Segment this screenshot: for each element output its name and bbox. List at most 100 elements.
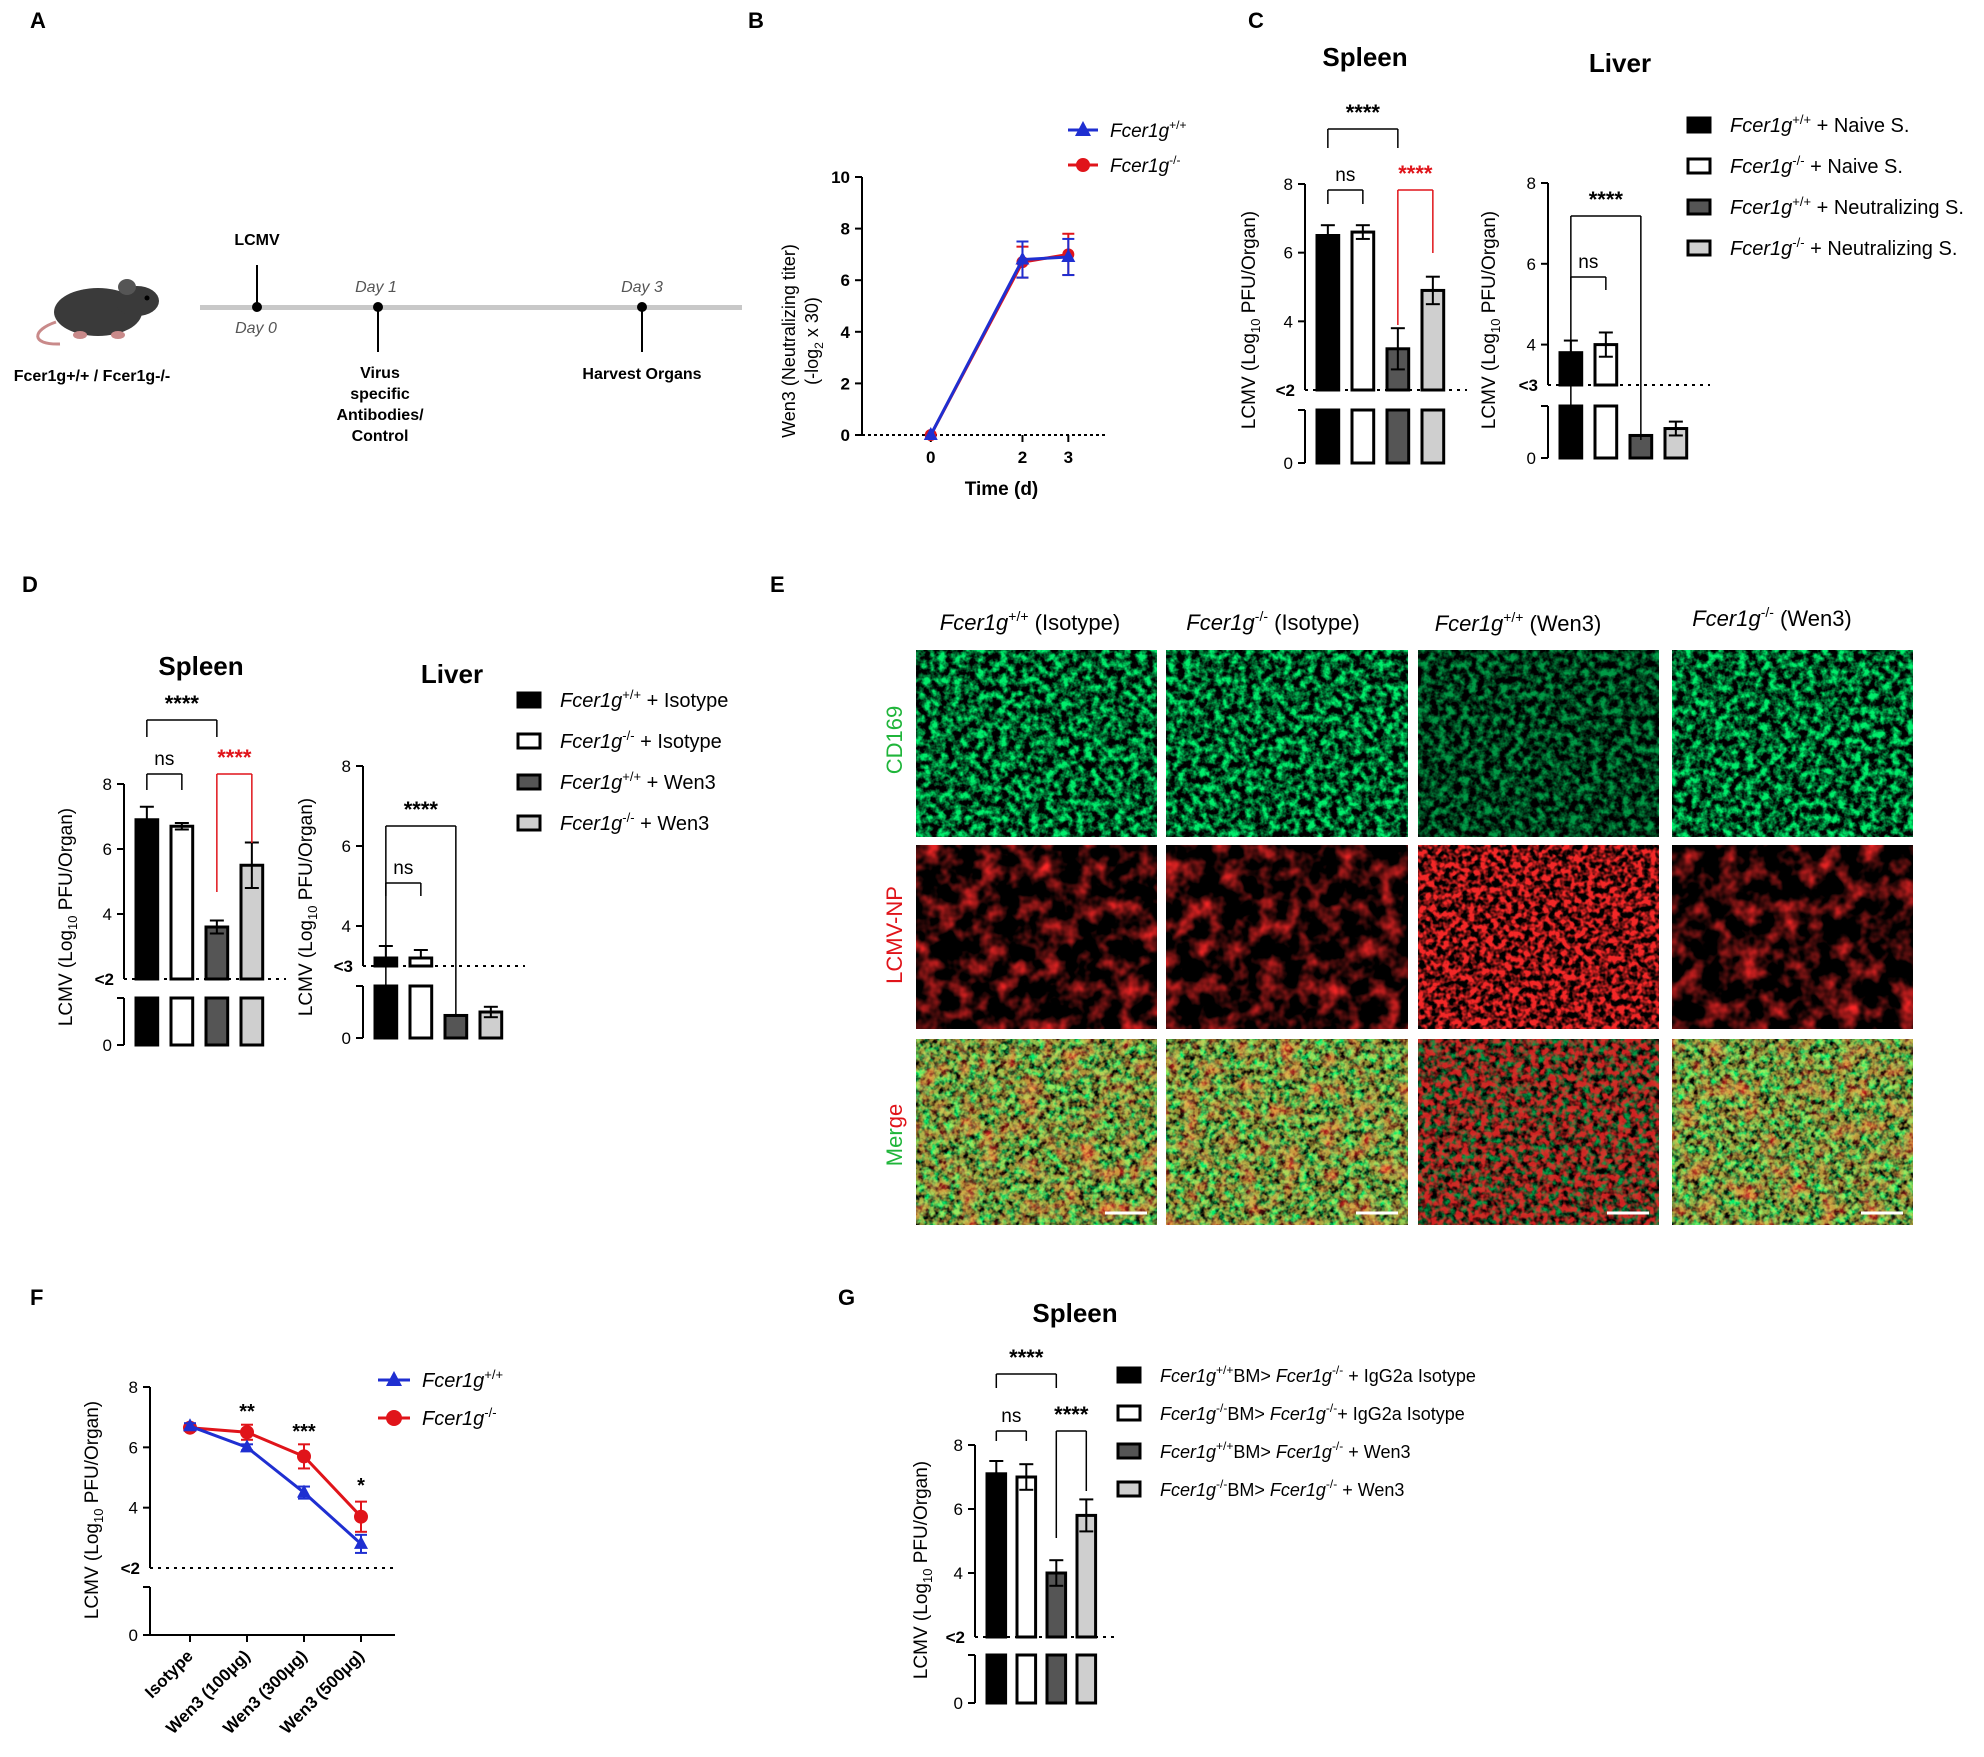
data-point	[240, 1439, 254, 1453]
legend-swatch	[516, 773, 542, 791]
red-channel	[1672, 845, 1913, 1029]
bar	[1075, 1513, 1098, 1639]
bar	[1420, 288, 1446, 392]
row-label-cd169: CD169	[882, 706, 907, 774]
legend-label: Fcer1g-/- + Naive S.	[1730, 153, 1903, 178]
y-axis-title: LCMV (Log10 PFU/Organ)	[82, 1401, 106, 1619]
y-tick-label: 4	[1284, 312, 1293, 331]
bar-lower	[239, 996, 265, 1047]
significance-label: ns	[1335, 165, 1355, 186]
significance-label: *	[357, 1475, 365, 1497]
y-tick-label: 8	[1527, 174, 1536, 193]
data-point	[923, 427, 938, 440]
day3-label: Day 3	[621, 279, 663, 296]
y-tick-label: 0	[103, 1036, 112, 1055]
y-tick-label: 6	[841, 271, 850, 290]
chart-title: Spleen	[1032, 1298, 1117, 1328]
bar-lower	[169, 996, 195, 1047]
y-tick-label: 4	[954, 1564, 963, 1583]
threshold-label: <3	[1519, 376, 1538, 395]
bar-lower	[1593, 404, 1619, 460]
lcmv-label: LCMV	[234, 232, 280, 249]
series-line	[189, 1424, 363, 1545]
threshold-label: <3	[334, 957, 353, 976]
subplot-title: Liver	[421, 659, 483, 689]
legend-swatch	[1116, 1366, 1142, 1384]
significance-label: ns	[393, 858, 413, 879]
legend-label: Fcer1g-/-	[422, 1405, 497, 1430]
bar-lower	[1350, 408, 1376, 465]
antibody-label-3: Antibodies/	[336, 407, 424, 424]
bar-lower	[134, 996, 160, 1047]
chart-b: 0 2 4 6 8 10 0 2 3 Time (d) Wen3 (Neutralizing tit…	[779, 118, 1187, 500]
data-point	[354, 1535, 368, 1549]
y-tick-label: 4	[841, 323, 851, 342]
y-tick-label: 0	[954, 1694, 963, 1713]
col-header-2: Fcer1g-/- (Isotype)	[1186, 608, 1359, 635]
panel-label-e: E	[770, 572, 785, 597]
y-axis-title: (-log2 x 30)	[802, 297, 826, 385]
bar	[169, 824, 195, 981]
chart-d: Spleen Liver 4 6 8 0 <2 ns **** **** 4 6 8 0 <3 ns **** L…	[56, 651, 728, 1055]
legend-label: Fcer1g+/+ + Wen3	[560, 769, 716, 794]
significance-label: ns	[154, 749, 174, 770]
yellow-overlap	[1672, 1039, 1913, 1225]
bar	[408, 956, 434, 968]
y-tick-label: 8	[1284, 175, 1293, 194]
legend-label: Fcer1g-/- + Isotype	[560, 728, 722, 753]
y-axis-title: LCMV (Log10 PFU/Organ)	[911, 1461, 935, 1679]
data-point	[297, 1484, 311, 1498]
series-line	[929, 252, 1069, 436]
row-label-merge: Merge	[882, 1104, 907, 1166]
red-channel	[1418, 845, 1659, 1029]
legend-marker	[1075, 121, 1091, 136]
y-tick-label: 0	[1527, 449, 1536, 468]
legend-swatch	[1116, 1442, 1142, 1460]
day1-label: Day 1	[355, 279, 397, 296]
mouse-icon	[36, 279, 159, 346]
bar	[1315, 234, 1341, 392]
y-tick-label: 4	[103, 905, 112, 924]
legend-label: Fcer1g-/-	[1110, 153, 1180, 177]
chart-c: Spleen Liver 4 6 8 0 <2 ns **** **** 4 6 8 0 <3 ns **** L…	[1239, 42, 1964, 473]
legend-marker	[386, 1410, 402, 1426]
y-tick-label: 0	[129, 1626, 138, 1645]
significance-label: ****	[1054, 1402, 1089, 1427]
x-tick-label: Isotype	[141, 1646, 197, 1702]
y-tick-label: 8	[103, 775, 112, 794]
series-line	[189, 1426, 363, 1518]
panel-label-g: G	[838, 1285, 856, 1310]
y-axis-title: Wen3 (Neutralizing titer)	[779, 244, 799, 438]
significance-label: **	[239, 1401, 255, 1423]
y-tick-label: 4	[1527, 336, 1536, 355]
genotype-label: Fcer1g+/+ / Fcer1g-/-	[14, 368, 171, 385]
legend-label: Fcer1g-/-BM> Fcer1g-/- + Wen3	[1160, 1477, 1404, 1500]
data-point	[240, 1425, 254, 1440]
green-channel	[1418, 650, 1659, 837]
legend-swatch	[1686, 157, 1712, 175]
legend-label: Fcer1g+/+	[1110, 118, 1187, 142]
red-channel	[1418, 1039, 1659, 1225]
legend-label: Fcer1g-/- + Wen3	[560, 810, 709, 835]
bar	[1015, 1475, 1038, 1639]
series-line	[929, 255, 1069, 436]
y-tick-label: 0	[342, 1029, 351, 1048]
y-tick-label: 2	[841, 374, 850, 393]
panel-e-microscopy: Fcer1g+/+ (Isotype) Fcer1g-/- (Isotype) …	[882, 604, 1913, 1225]
y-tick-label: 0	[1284, 454, 1293, 473]
bar	[134, 818, 160, 981]
subplot-title: Spleen	[158, 651, 243, 681]
y-tick-label: 6	[342, 837, 351, 856]
green-channel	[1672, 650, 1913, 837]
bar-lower	[204, 996, 230, 1047]
legend-marker	[1076, 158, 1090, 172]
panel-a-timeline: Fcer1g+/+ / Fcer1g-/- LCMV Day 0 Day 1 V…	[14, 232, 742, 445]
legend-swatch	[1116, 1480, 1142, 1498]
significance-label: ****	[404, 797, 439, 822]
bar-lower	[1075, 1653, 1098, 1705]
significance-label: ns	[1001, 1406, 1021, 1427]
legend-label: Fcer1g+/+ + Neutralizing S.	[1730, 194, 1964, 219]
significance-label: ns	[1578, 252, 1598, 273]
